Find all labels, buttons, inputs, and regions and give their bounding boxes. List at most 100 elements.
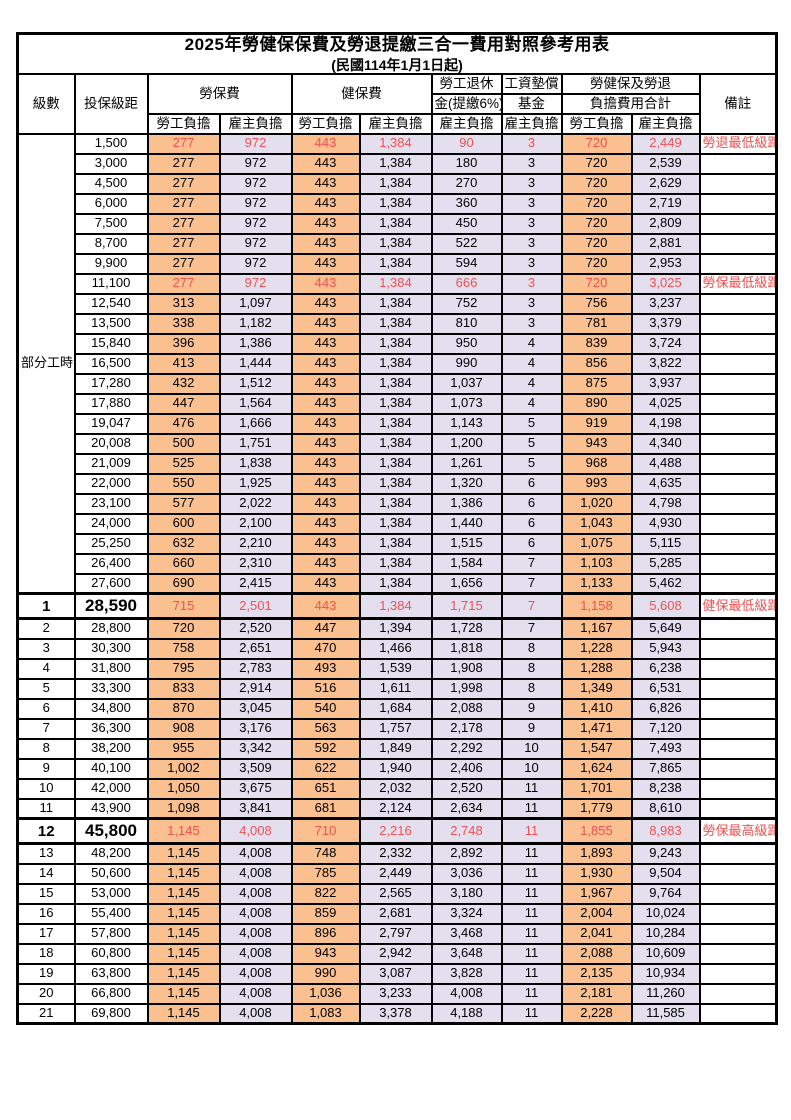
subheader-labor-employer: 雇主負擔: [218, 112, 293, 135]
value-cell: 1,073: [430, 392, 503, 415]
value-cell: 11: [500, 842, 563, 865]
bracket-cell: 27,600: [73, 572, 149, 595]
table-row: 12 45,800 1,145 4,008 710 2,216 2,748 11 1,855 8,…: [16, 817, 778, 846]
value-cell: 3,828: [430, 962, 503, 985]
value-cell: 4,008: [218, 962, 293, 985]
value-cell: 4: [500, 352, 563, 375]
value-cell: 3,841: [218, 797, 293, 820]
bracket-cell: 55,400: [73, 902, 149, 925]
value-cell: 955: [146, 737, 221, 760]
value-cell: 3,025: [630, 272, 701, 295]
value-cell: 1,512: [218, 372, 293, 395]
value-cell: 1,384: [358, 232, 433, 255]
value-cell: 3,648: [430, 942, 503, 965]
table-row: 18 60,800 1,145 4,008 943 2,942 3,648 11 2,088 10…: [16, 942, 778, 965]
header-remark: 備註: [698, 72, 778, 135]
value-cell: 1,145: [146, 942, 221, 965]
value-cell: 2,004: [560, 902, 633, 925]
value-cell: 2,681: [358, 902, 433, 925]
value-cell: 4: [500, 332, 563, 355]
value-cell: 720: [146, 617, 221, 640]
bracket-cell: 25,250: [73, 532, 149, 555]
bracket-cell: 53,000: [73, 882, 149, 905]
value-cell: 8: [500, 677, 563, 700]
value-cell: 443: [290, 512, 361, 535]
level-cell: 12: [16, 817, 76, 846]
value-cell: 396: [146, 332, 221, 355]
value-cell: 11: [500, 902, 563, 925]
value-cell: 3,509: [218, 757, 293, 780]
table-row: 14 50,600 1,145 4,008 785 2,449 3,036 11 1,930 9,…: [16, 862, 778, 885]
level-cell: 3: [16, 637, 76, 660]
value-cell: 10,024: [630, 902, 701, 925]
value-cell: 752: [430, 292, 503, 315]
remark-cell: [698, 352, 778, 375]
level-cell: 4: [16, 657, 76, 680]
value-cell: 1,384: [358, 212, 433, 235]
value-cell: 1,930: [560, 862, 633, 885]
value-cell: 1,908: [430, 657, 503, 680]
value-cell: 1,228: [560, 637, 633, 660]
value-cell: 180: [430, 152, 503, 175]
table-row: 22,000 550 1,925 443 1,384 1,320 6 993 4,635: [18, 472, 778, 495]
value-cell: 2,449: [358, 862, 433, 885]
value-cell: 6,238: [630, 657, 701, 680]
table-row: 4 31,800 795 2,783 493 1,539 1,908 8 1,288 6,238: [16, 657, 778, 680]
bracket-cell: 20,008: [73, 432, 149, 455]
value-cell: 1,394: [358, 617, 433, 640]
level-cell: 14: [16, 862, 76, 885]
remark-cell: [698, 962, 778, 985]
value-cell: 3,379: [630, 312, 701, 335]
value-cell: 2,651: [218, 637, 293, 660]
value-cell: 5: [500, 432, 563, 455]
value-cell: 1,384: [358, 172, 433, 195]
value-cell: 1,043: [560, 512, 633, 535]
level-cell: 13: [16, 842, 76, 865]
value-cell: 11: [500, 922, 563, 945]
value-cell: 720: [560, 192, 633, 215]
value-cell: 1,384: [358, 252, 433, 275]
remark-cell: [698, 192, 778, 215]
value-cell: 1,751: [218, 432, 293, 455]
value-cell: 1,666: [218, 412, 293, 435]
value-cell: 3,324: [430, 902, 503, 925]
bracket-cell: 66,800: [73, 982, 149, 1005]
value-cell: 11: [500, 817, 563, 846]
value-cell: 2,135: [560, 962, 633, 985]
value-cell: 9,504: [630, 862, 701, 885]
value-cell: 666: [430, 272, 503, 295]
bracket-cell: 63,800: [73, 962, 149, 985]
value-cell: 443: [290, 172, 361, 195]
value-cell: 443: [290, 152, 361, 175]
bracket-cell: 16,500: [73, 352, 149, 375]
value-cell: 1,701: [560, 777, 633, 800]
remark-cell: [698, 492, 778, 515]
subheader-labor-employee: 勞工負擔: [146, 112, 221, 135]
level-cell: 11: [16, 797, 76, 820]
table-row: 19 63,800 1,145 4,008 990 3,087 3,828 11 2,135 10…: [16, 962, 778, 985]
remark-cell: [698, 552, 778, 575]
value-cell: 720: [560, 272, 633, 295]
value-cell: 1,098: [146, 797, 221, 820]
value-cell: 500: [146, 432, 221, 455]
value-cell: 943: [560, 432, 633, 455]
page-title: 2025年勞健保保費及勞退提繳三合一費用對照參考用表: [184, 35, 610, 54]
value-cell: 1,584: [430, 552, 503, 575]
value-cell: 1,288: [560, 657, 633, 680]
value-cell: 1,103: [560, 552, 633, 575]
value-cell: 7,120: [630, 717, 701, 740]
value-cell: 710: [290, 817, 361, 846]
value-cell: 1,384: [358, 532, 433, 555]
value-cell: 516: [290, 677, 361, 700]
value-cell: 3,176: [218, 717, 293, 740]
value-cell: 563: [290, 717, 361, 740]
value-cell: 1,143: [430, 412, 503, 435]
value-cell: 277: [146, 212, 221, 235]
value-cell: 6: [500, 512, 563, 535]
value-cell: 1,384: [358, 552, 433, 575]
remark-cell: [698, 617, 778, 640]
value-cell: 443: [290, 272, 361, 295]
value-cell: 4,025: [630, 392, 701, 415]
table-row: 1 28,590 715 2,501 443 1,384 1,715 7 1,158 5,608 健…: [16, 592, 778, 621]
value-cell: 2,797: [358, 922, 433, 945]
